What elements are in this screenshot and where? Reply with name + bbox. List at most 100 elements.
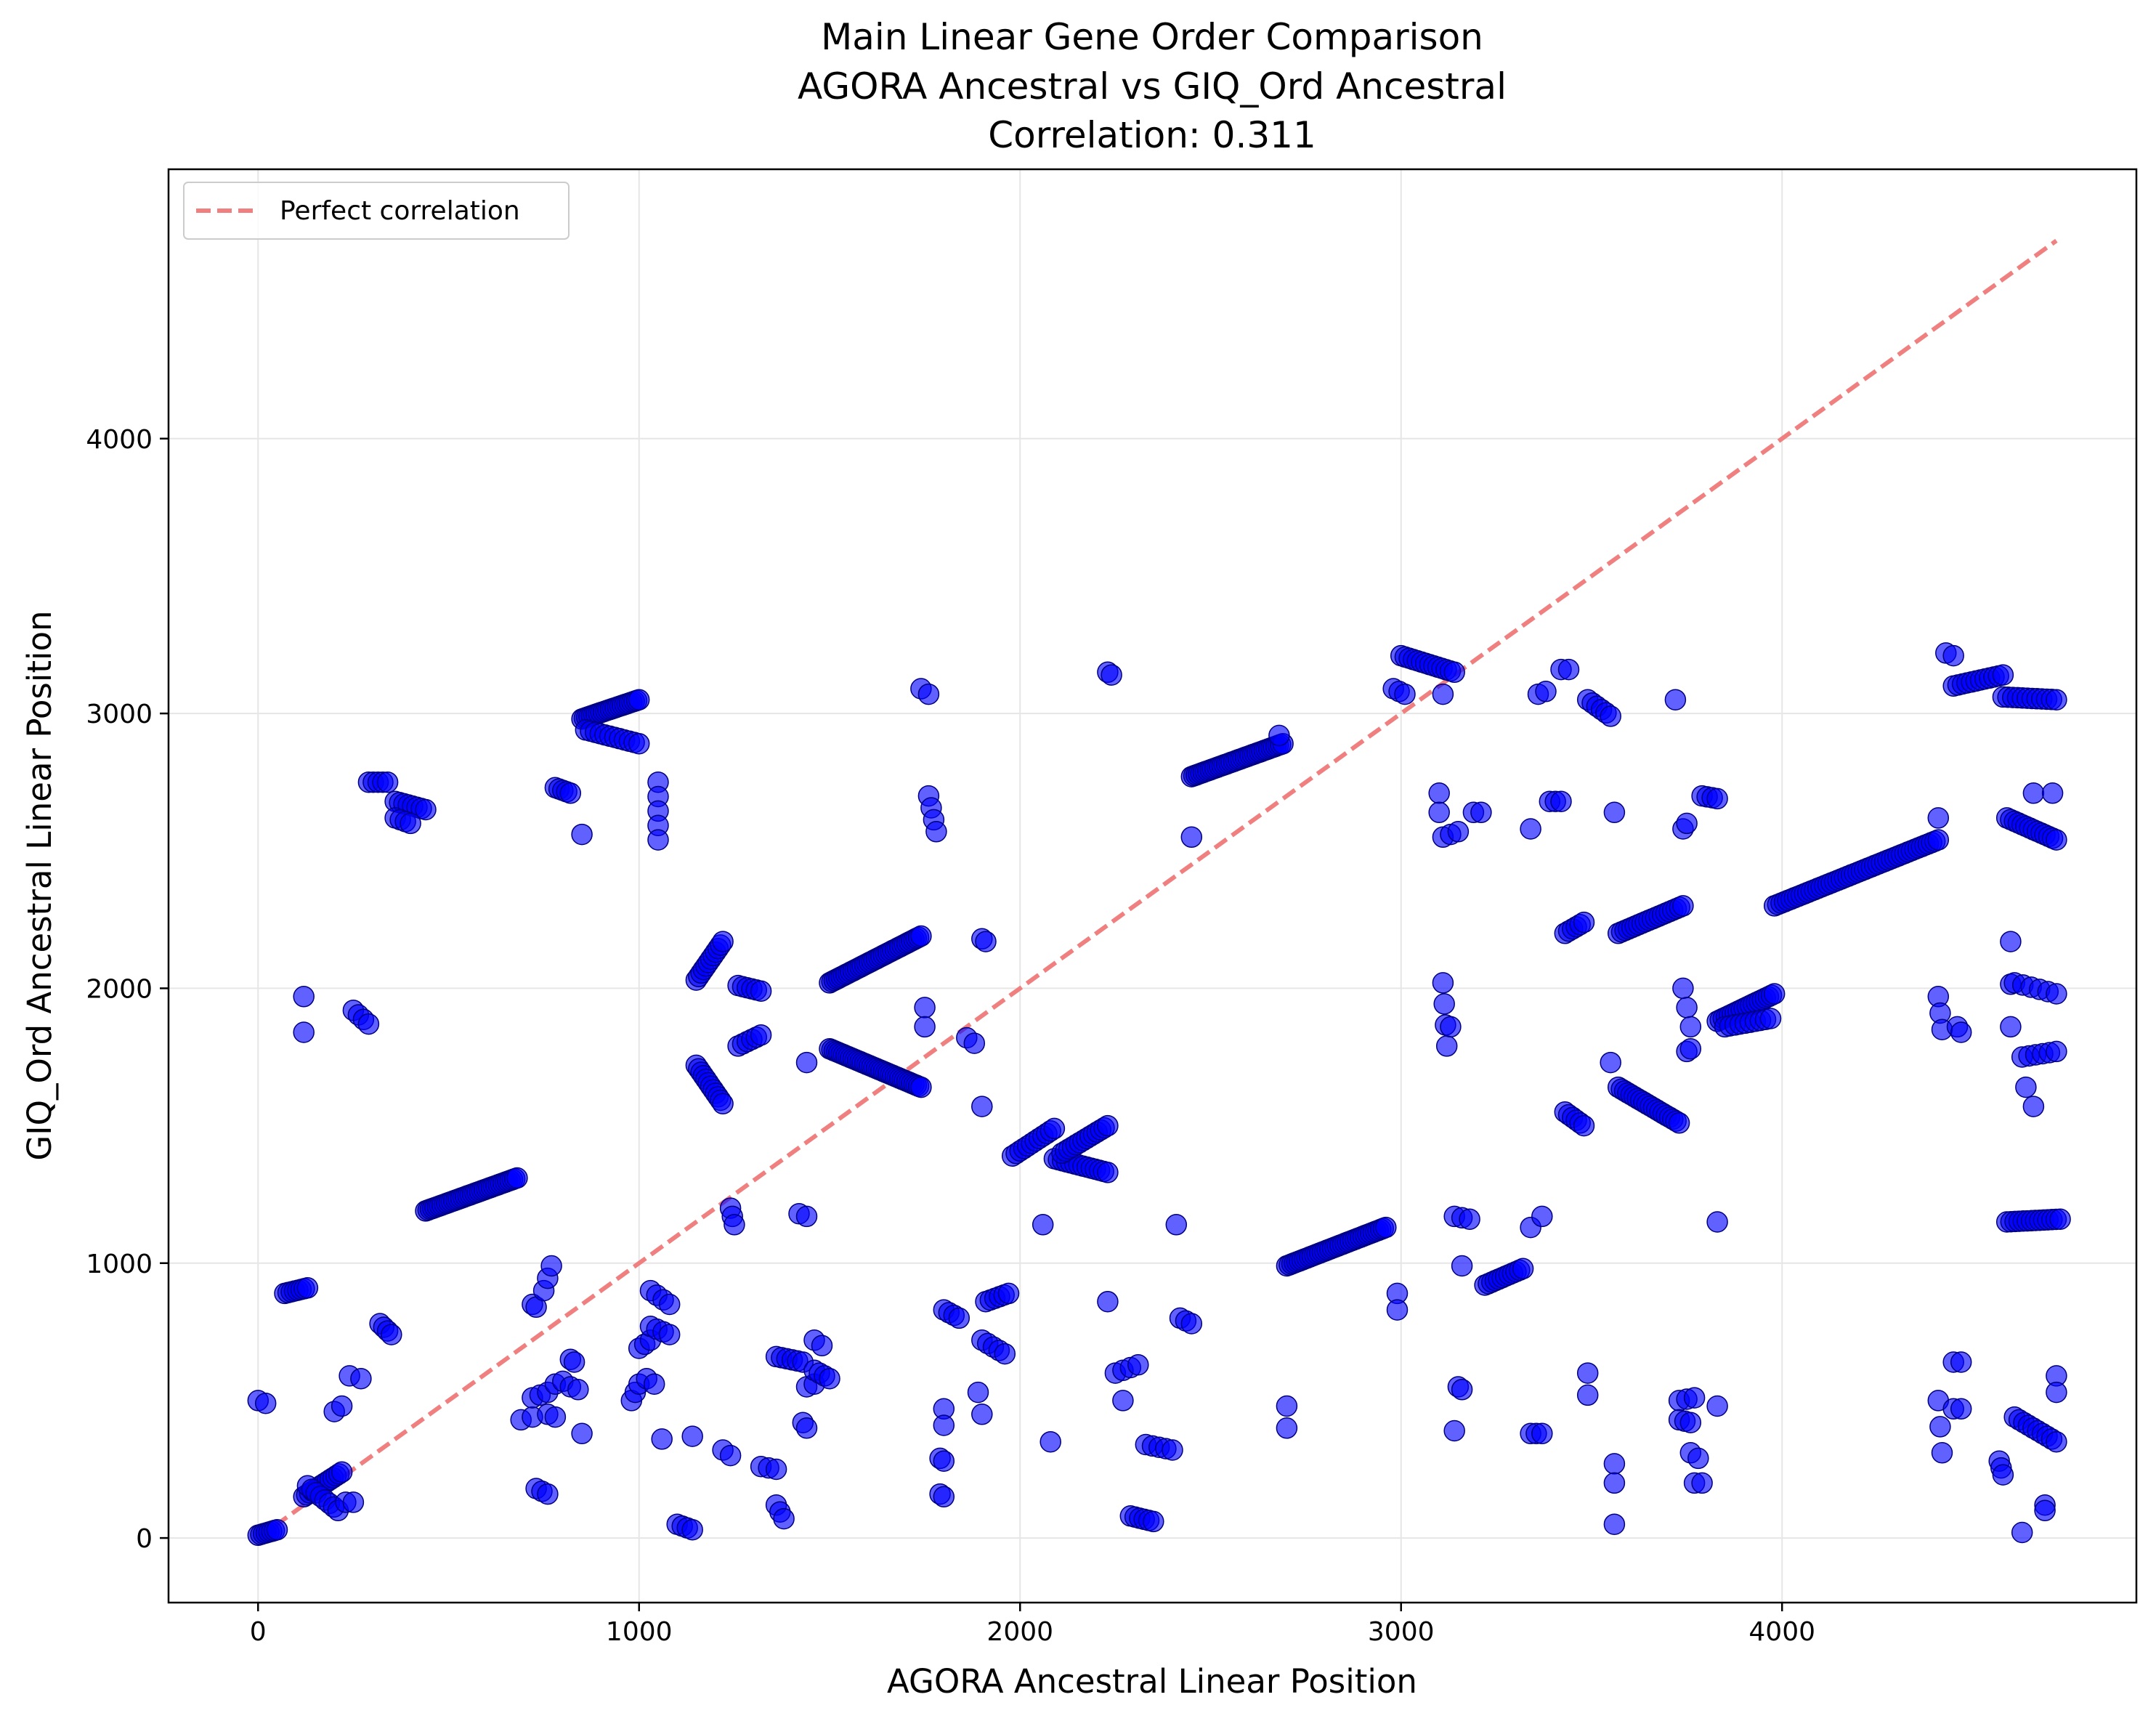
data-point-568: [1459, 1208, 1480, 1230]
data-point-448: [1165, 1214, 1188, 1236]
data-point-676: [1679, 1016, 1702, 1038]
data-point-599: [1557, 658, 1580, 681]
x-tick-label-4000: 4000: [1748, 1617, 1815, 1647]
legend-label-perfect-correlation: Perfect correlation: [280, 196, 520, 226]
data-point-177: [571, 823, 593, 846]
data-point-791: [1950, 1351, 1972, 1373]
data-point-789: [1992, 664, 2014, 686]
data-point-768: [1927, 829, 1950, 851]
data-point-447: [1162, 1439, 1183, 1461]
data-point-564: [1435, 1035, 1458, 1057]
data-point-863: [2046, 1040, 2067, 1063]
data-point-793: [1950, 1398, 1972, 1420]
data-point-52: [376, 771, 399, 793]
data-point-122: [540, 1255, 562, 1277]
data-point-68: [350, 1367, 372, 1390]
data-point-72: [381, 1324, 402, 1345]
x-tick-label-2000: 2000: [986, 1617, 1053, 1647]
data-point-199: [647, 829, 669, 851]
data-point-769: [1927, 807, 1950, 829]
data-point-230: [719, 1444, 742, 1467]
data-point-619: [1600, 705, 1621, 727]
data-point-561: [1432, 972, 1454, 994]
data-point-594: [1531, 1205, 1553, 1228]
x-axis-ticks: 0 1000 2000 3000 4000: [250, 1603, 1815, 1647]
data-point-665: [1664, 689, 1687, 710]
data-point-565: [1440, 1016, 1462, 1038]
data-point-682: [1691, 1472, 1713, 1494]
data-point-442: [1143, 1510, 1164, 1533]
data-point-64: [400, 812, 421, 835]
data-point-139: [571, 1422, 593, 1445]
data-point-7: [266, 1518, 288, 1541]
data-point-41: [296, 1277, 319, 1299]
y-tick-label-3000: 3000: [86, 700, 153, 729]
data-point-824: [2046, 829, 2067, 851]
data-point-554: [1443, 661, 1465, 684]
data-point-810: [2046, 689, 2067, 710]
data-point-664: [1668, 1112, 1690, 1134]
data-point-356: [925, 821, 947, 843]
data-point-436: [1112, 1390, 1134, 1412]
data-point-352: [917, 683, 940, 705]
y-tick-label-0: 0: [136, 1524, 153, 1554]
data-point-216: [712, 931, 734, 952]
data-point-680: [1687, 1447, 1709, 1470]
data-point-718: [1759, 1008, 1782, 1029]
data-point-362: [933, 1450, 955, 1472]
data-point-233: [724, 1214, 745, 1236]
data-point-310: [910, 925, 932, 947]
chart-title: Main Linear Gene Order Comparison AGORA …: [798, 16, 1507, 156]
data-point-644: [1672, 895, 1694, 917]
data-point-838: [2049, 1208, 2071, 1230]
data-point-125: [537, 1483, 559, 1505]
data-point-867: [2022, 782, 2045, 804]
reference-line-layer: [256, 238, 2058, 1540]
data-point-574: [1470, 801, 1492, 824]
data-point-572: [1451, 1255, 1473, 1277]
data-point-673: [1676, 812, 1698, 835]
data-point-777: [1942, 644, 1964, 667]
data-point-597: [1550, 790, 1572, 812]
data-point-136: [563, 1351, 585, 1373]
data-point-671: [1679, 1412, 1702, 1433]
data-point-560: [1447, 821, 1470, 843]
data-point-385: [994, 1343, 1016, 1365]
data-point-556: [1428, 782, 1450, 804]
data-point-112: [506, 1167, 528, 1189]
data-point-193: [658, 1324, 681, 1345]
data-point-398: [1043, 1117, 1066, 1140]
data-point-203: [681, 1518, 703, 1541]
data-point-555: [1432, 683, 1454, 705]
data-point-371: [967, 1381, 989, 1404]
data-point-624: [1603, 801, 1626, 824]
data-point-687: [1706, 1395, 1728, 1417]
data-point-613: [1576, 1384, 1599, 1406]
data-point-270: [795, 1051, 818, 1074]
data-point-589: [1531, 1422, 1553, 1445]
data-point-164: [628, 689, 650, 710]
data-point-370: [963, 1032, 986, 1054]
data-point-368: [933, 1414, 955, 1436]
data-point-870: [2034, 1499, 2056, 1522]
data-point-798: [1992, 1464, 2014, 1486]
data-point-623: [1603, 1513, 1626, 1535]
grid-lines: [169, 169, 2136, 1603]
data-point-493: [1268, 724, 1290, 747]
data-point-248: [765, 1458, 787, 1481]
data-point-538: [1394, 683, 1416, 705]
legend-box: [183, 182, 570, 240]
data-point-431: [1097, 1290, 1119, 1313]
data-point-586: [1512, 1258, 1534, 1280]
data-point-857: [2046, 1430, 2067, 1453]
data-point-399: [1040, 1430, 1061, 1453]
data-point-386: [971, 1096, 993, 1117]
data-point-400: [1032, 1214, 1054, 1236]
data-point-176: [628, 732, 650, 755]
data-point-380: [997, 1282, 1020, 1305]
data-point-620: [1600, 1051, 1621, 1074]
data-point-622: [1603, 1472, 1626, 1494]
data-point-366: [948, 1307, 970, 1329]
data-point-269: [811, 1335, 833, 1357]
data-point-194: [651, 1428, 673, 1450]
